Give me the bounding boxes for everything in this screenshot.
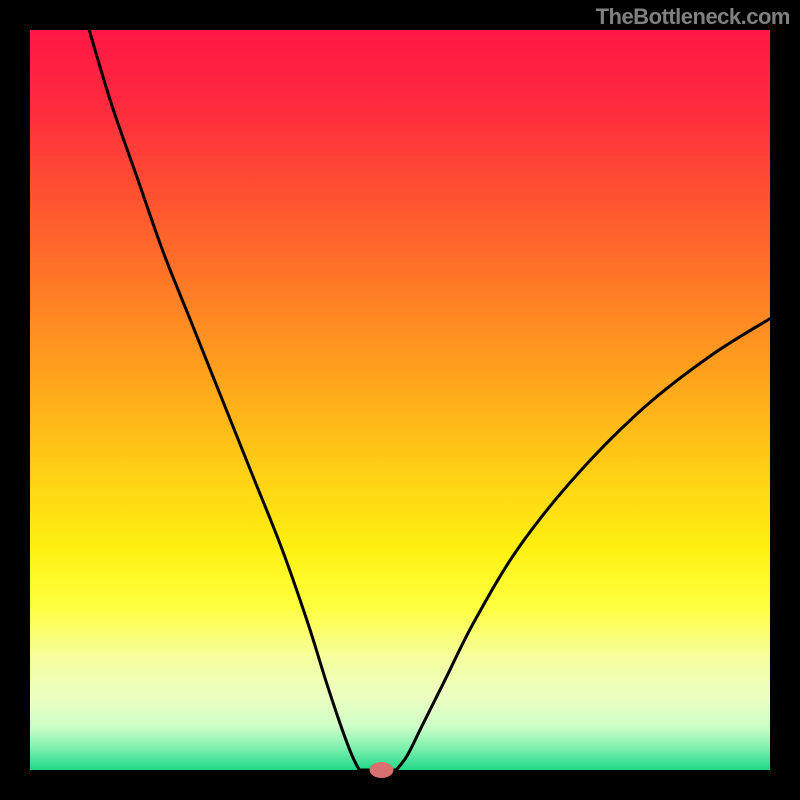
bottleneck-chart <box>0 0 800 800</box>
minimum-marker <box>370 762 394 778</box>
plot-background <box>30 30 770 770</box>
chart-container: TheBottleneck.com <box>0 0 800 800</box>
watermark-text: TheBottleneck.com <box>596 4 790 30</box>
